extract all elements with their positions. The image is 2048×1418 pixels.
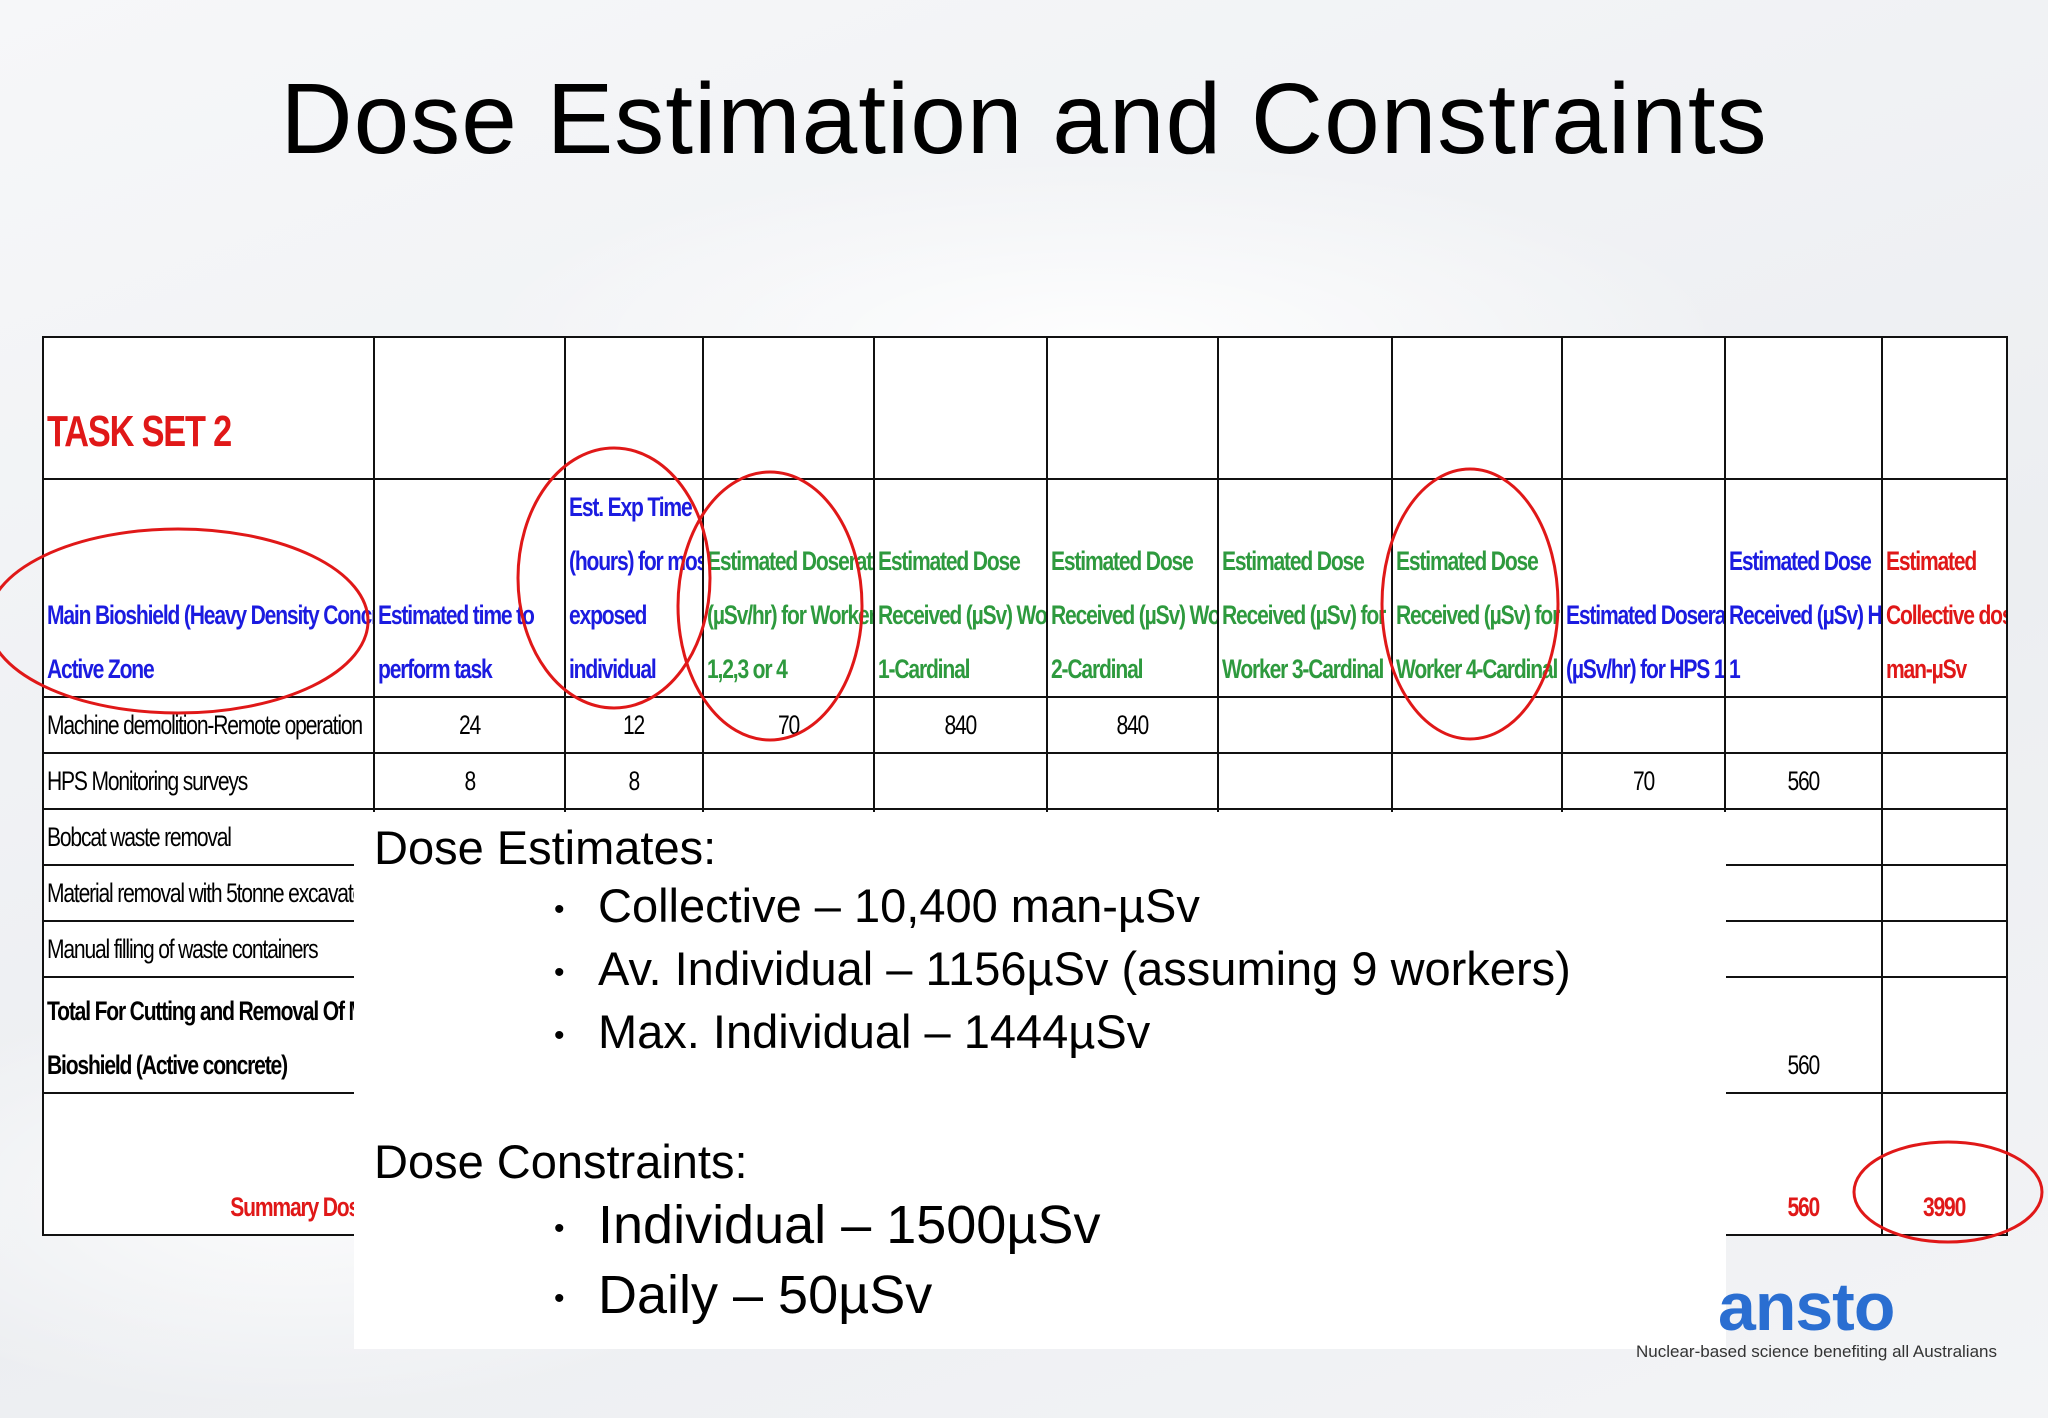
total-label: Total For Cutting and Removal Of Main Bi… [42, 976, 375, 1094]
task-set-label: TASK SET 2 [42, 336, 375, 480]
list-item: • Max. Individual – 1444µSv [554, 1005, 1151, 1058]
summary-label: Summary Dose [42, 1092, 375, 1236]
header-dose-worker-3: Estimated Dose Received (µSv) for Worker… [1217, 478, 1393, 698]
dose-constraints-list: • Individual – 1500µSv • Daily – 50µSv [554, 1190, 1100, 1330]
task-cell: HPS Monitoring surveys [42, 752, 375, 810]
logo-tagline: Nuclear-based science benefiting all Aus… [1636, 1342, 1997, 1361]
task-cell: Material removal with 5tonne excavator [42, 864, 375, 922]
dose-summary-panel: Dose Estimates: • Collective – 10,400 man… [354, 812, 1726, 1349]
header-dose-worker-4: Estimated Dose Received (µSv) for Worker… [1391, 478, 1563, 698]
list-item: • Individual – 1500µSv [554, 1195, 1101, 1255]
header-doserate-worker: Estimated Doserate (µSv/hr) for Worker 1… [702, 478, 875, 698]
header-zone: Main Bioshield (Heavy Density Concrete) … [42, 478, 375, 698]
slide-title: Dose Estimation and Constraints [280, 63, 1768, 175]
header-row: Main Bioshield (Heavy Density Concrete) … [42, 478, 2008, 698]
task-cell: Bobcat waste removal [42, 808, 375, 866]
task-set-row: TASK SET 2 [42, 336, 2008, 480]
table-row: Machine demolition-Remote operation 24 1… [42, 696, 2008, 754]
dose-constraints-heading: Dose Constraints: [374, 1135, 748, 1188]
ansto-logo: ansto [1718, 1269, 1895, 1345]
header-dose-hps: Estimated Dose Received (µSv) HPS 1 [1724, 478, 1883, 698]
dose-estimates-list: • Collective – 10,400 man-µSv • Av. Indivi… [554, 874, 1571, 1063]
dose-estimates-heading: Dose Estimates: [374, 821, 717, 874]
list-item: • Av. Individual – 1156µSv (assuming 9 wo… [554, 942, 1571, 995]
header-dose-worker-2: Estimated Dose Received (µSv) Worker 2-C… [1046, 478, 1219, 698]
task-cell: Manual filling of waste containers [42, 920, 375, 978]
list-item: • Collective – 10,400 man-µSv [554, 879, 1200, 932]
header-dose-worker-1: Estimated Dose Received (µSv) Worker 1-C… [873, 478, 1048, 698]
header-exp-time: Est. Exp Time (hours) for most exposed i… [564, 478, 704, 698]
table-row: HPS Monitoring surveys 8 8 70 560 [42, 752, 2008, 810]
header-collective-dose: Estimated Collective dose man-µSv [1881, 478, 2008, 698]
header-doserate-hps: Estimated Doserate (µSv/hr) for HPS 1 [1561, 478, 1726, 698]
list-item: • Daily – 50µSv [554, 1265, 933, 1325]
header-est-time: Estimated time to perform task [373, 478, 566, 698]
task-cell: Machine demolition-Remote operation [42, 696, 375, 754]
